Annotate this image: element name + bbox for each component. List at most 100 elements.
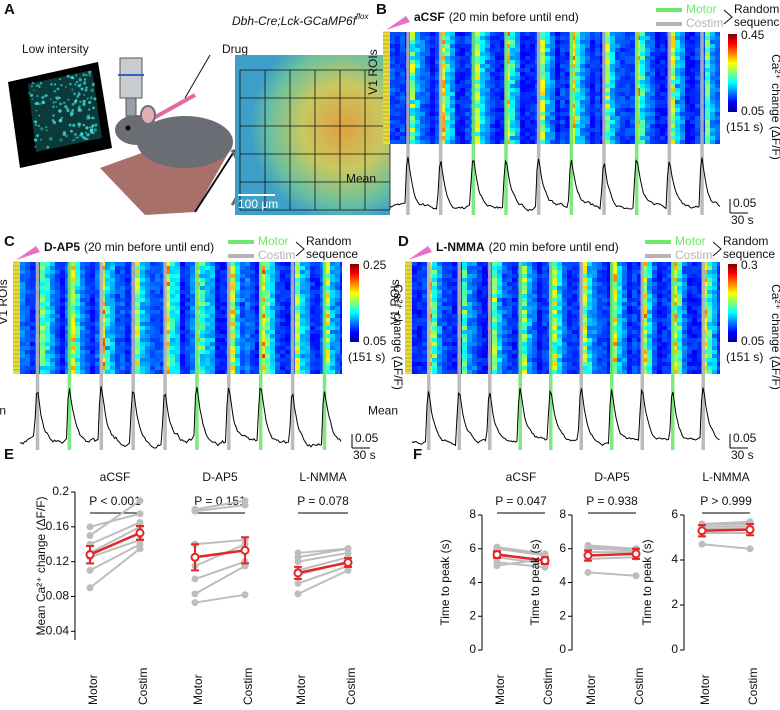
heatmap-cell (255, 358, 260, 362)
heatmap-cell (220, 358, 225, 362)
heatmap-cell (165, 278, 170, 282)
heatmap-cell (585, 40, 590, 44)
heatmap-cell (30, 354, 35, 358)
heatmap-cell (140, 322, 145, 326)
heatmap-cell (305, 306, 310, 310)
heatmap-cell (110, 294, 115, 298)
heatmap-cell (615, 32, 620, 36)
heatmap-cell (650, 128, 655, 132)
heatmap-cell (255, 290, 260, 294)
heatmap-cell (105, 322, 110, 326)
heatmap-cell (200, 322, 205, 326)
heatmap-cell (260, 290, 265, 294)
heatmap-cell (275, 366, 280, 370)
heatmap-cell (512, 294, 517, 298)
heatmap-cell (255, 298, 260, 302)
heatmap-cell (270, 302, 275, 306)
heatmap-cell (552, 370, 557, 374)
heatmap-cell (50, 270, 55, 274)
heatmap-cell (450, 108, 455, 112)
speckle (89, 128, 94, 133)
heatmap-cell (520, 68, 525, 72)
heatmap-cell (135, 326, 140, 330)
heatmap-cell (420, 32, 425, 36)
heatmap-cell (715, 40, 720, 44)
speckle (86, 133, 90, 137)
heatmap-cell (575, 120, 580, 124)
heatmap-cell (527, 294, 532, 298)
heatmap-cell (530, 132, 535, 136)
heatmap-cell (485, 96, 490, 100)
heatmap-cell (480, 100, 485, 104)
heatmap-cell (522, 346, 527, 350)
heatmap-cell (432, 350, 437, 354)
heatmap-cell (502, 350, 507, 354)
heatmap-cell (325, 278, 330, 282)
heatmap-cell (335, 314, 340, 318)
heatmap-cell (110, 290, 115, 294)
heatmap-cell (455, 100, 460, 104)
heatmap-cell (422, 318, 427, 322)
heatmap-cell (555, 80, 560, 84)
heatmap-cell (220, 326, 225, 330)
heatmap-cell (165, 290, 170, 294)
heatmap-cell (520, 116, 525, 120)
heatmap-cell (300, 262, 305, 266)
heatmap-cell (522, 294, 527, 298)
heatmap-cell (567, 322, 572, 326)
heatmap-cell (275, 310, 280, 314)
heatmap-cell (715, 36, 720, 40)
heatmap-cell (620, 56, 625, 60)
heatmap-cell (615, 124, 620, 128)
heatmap-cell (675, 68, 680, 72)
heatmap-cell (437, 366, 442, 370)
heatmap-cell (325, 350, 330, 354)
heatmap-cell (625, 100, 630, 104)
heatmap-cell (30, 338, 35, 342)
heatmap-cell (522, 370, 527, 374)
heatmap-cell (205, 290, 210, 294)
speckle (80, 132, 84, 136)
heatmap-cell (437, 286, 442, 290)
heatmap-cell (300, 326, 305, 330)
heatmap-cell (550, 116, 555, 120)
heatmap-cell (305, 338, 310, 342)
heatmap-cell (255, 314, 260, 318)
heatmap-cell (330, 294, 335, 298)
heatmap-cell (572, 290, 577, 294)
heatmap-cell (670, 104, 675, 108)
heatmap-cell (715, 124, 720, 128)
heatmap-cell (630, 32, 635, 36)
heatmap-cell (330, 282, 335, 286)
heatmap-cell (525, 68, 530, 72)
heatmap-cell (310, 350, 315, 354)
heatmap-cell (270, 362, 275, 366)
heatmap-cell (300, 354, 305, 358)
heatmap-cell (620, 40, 625, 44)
heatmap-cell (245, 338, 250, 342)
heatmap-cell (200, 318, 205, 322)
heatmap-cell (335, 370, 340, 374)
heatmap-cell (560, 72, 565, 76)
heatmap-cell (40, 334, 45, 338)
heatmap-cell (495, 64, 500, 68)
heatmap-cell (420, 124, 425, 128)
heatmap-cell (625, 120, 630, 124)
heatmap-cell (510, 80, 515, 84)
heatmap-cell (255, 262, 260, 266)
heatmap-cell (500, 68, 505, 72)
heatmap-cell (645, 128, 650, 132)
heatmap-cell (140, 362, 145, 366)
heatmap-cell (435, 40, 440, 44)
heatmap-cell (410, 96, 415, 100)
heatmap-cell (605, 60, 610, 64)
heatmap-cell (90, 338, 95, 342)
heatmap-cell (125, 362, 130, 366)
heatmap-cell (640, 132, 645, 136)
heatmap-cell (462, 302, 467, 306)
heatmap-cell (325, 326, 330, 330)
heatmap-cell (595, 48, 600, 52)
heatmap-cell (20, 286, 25, 290)
speckle (73, 132, 78, 137)
heatmap-cell (685, 52, 690, 56)
